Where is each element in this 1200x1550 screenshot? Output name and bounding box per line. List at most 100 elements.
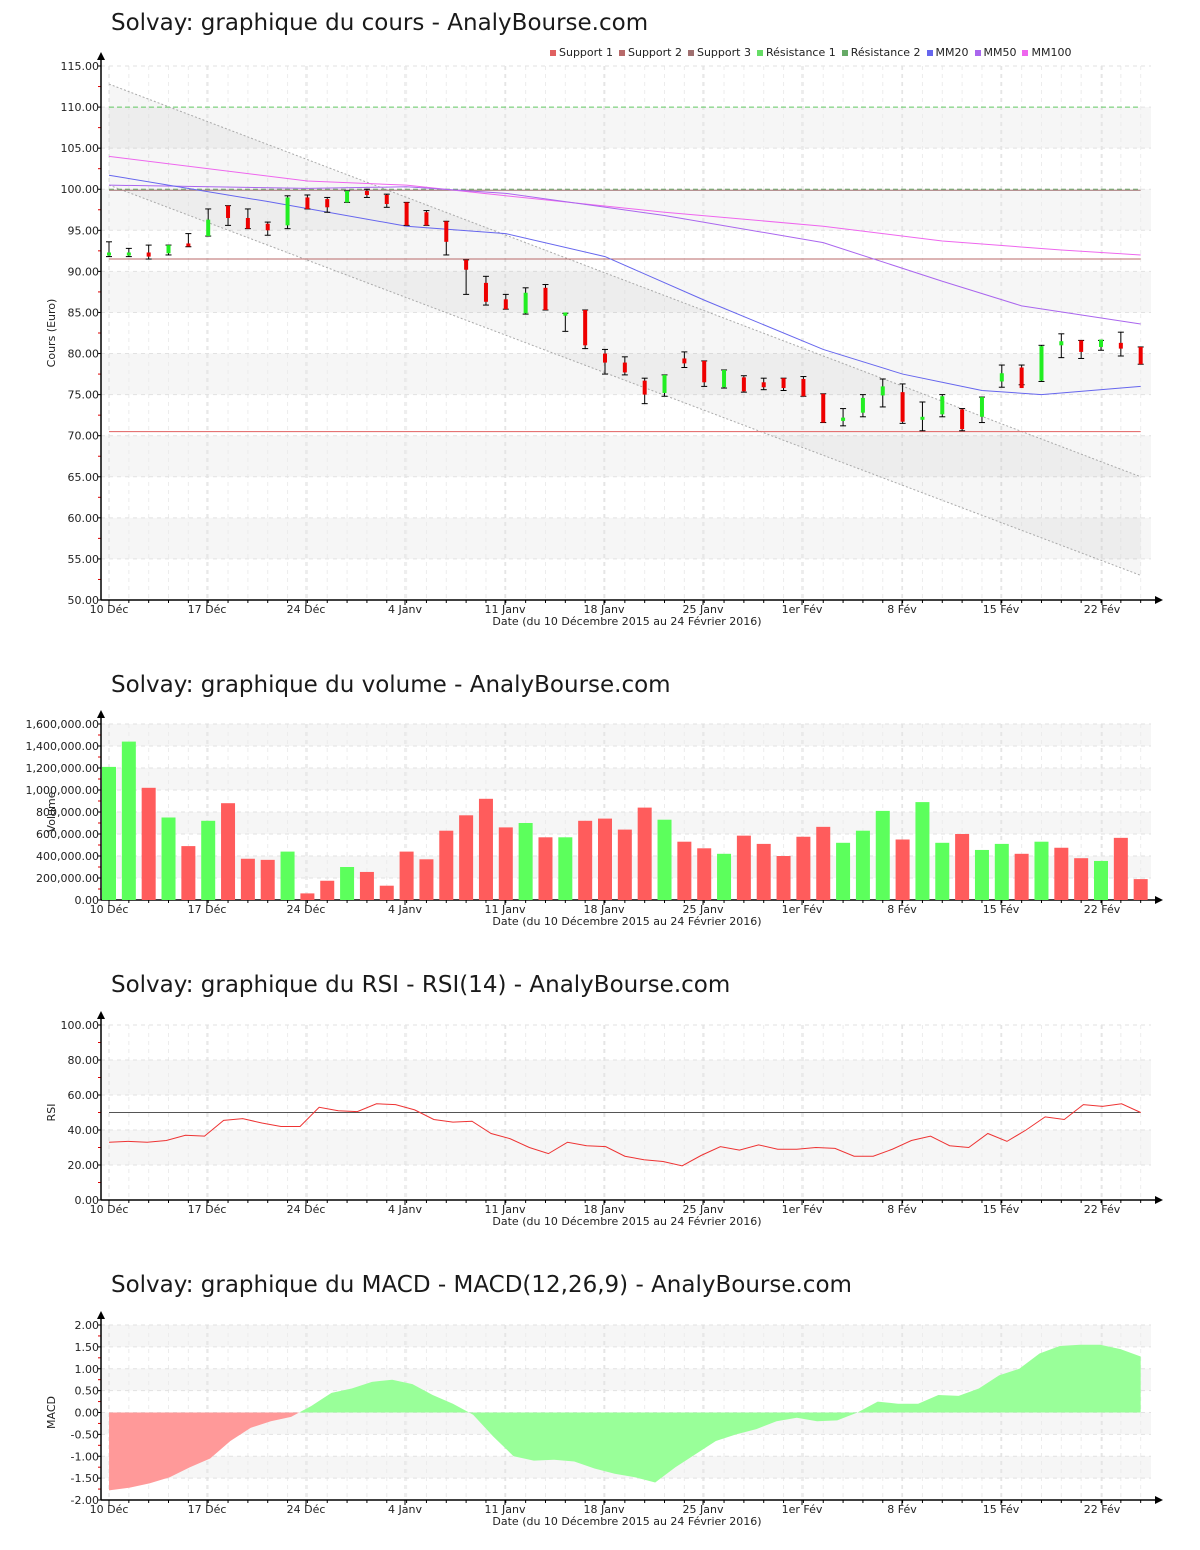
- candle-body: [979, 397, 984, 417]
- volume-bar: [756, 843, 771, 900]
- candlestick: [820, 393, 827, 424]
- x-tick-label: 24 Déc: [287, 603, 326, 616]
- x-tick-label: 17 Déc: [188, 1503, 227, 1516]
- legend-label: Support 3: [696, 46, 751, 59]
- volume-bar: [359, 871, 374, 900]
- candle-body: [146, 252, 151, 257]
- macd-chart: -2.00 -1.50 -1.00 -0.50 0.00 0.50 1.00 1.50 2.00…: [45, 1311, 1163, 1528]
- candle-body: [1138, 346, 1143, 365]
- candlestick: [780, 377, 787, 392]
- volume-bar: [617, 829, 632, 900]
- candlestick: [582, 309, 589, 350]
- candle-body: [345, 190, 350, 203]
- candle-body: [860, 397, 865, 413]
- x-tick-label: 15 Fév: [983, 603, 1020, 616]
- legend-item: Résistance 2: [841, 46, 921, 59]
- volume-bar: [657, 819, 672, 900]
- volume-bar: [399, 851, 414, 900]
- volume-bar: [240, 858, 255, 900]
- candle-body: [622, 362, 627, 373]
- candlestick: [284, 195, 291, 230]
- candle-body: [364, 190, 369, 195]
- volume-bar: [994, 843, 1009, 900]
- y-tick-label: 115.00: [61, 60, 100, 73]
- candle-body: [920, 416, 925, 420]
- x-tick-label: 8 Fév: [887, 1203, 917, 1216]
- candle-body: [107, 252, 111, 256]
- volume-bar: [221, 803, 236, 900]
- y-tick-label: 50.00: [68, 594, 100, 607]
- candle-body: [444, 221, 449, 242]
- x-tick-label: 4 Janv: [388, 1503, 422, 1516]
- candle-body: [1039, 346, 1044, 381]
- x-tick-label: 8 Fév: [887, 1503, 917, 1516]
- candlestick: [562, 312, 569, 332]
- candlestick: [244, 208, 251, 230]
- candlestick: [482, 275, 489, 306]
- candlestick: [919, 401, 926, 432]
- candle-body: [603, 353, 607, 363]
- volume-bar: [816, 826, 831, 900]
- legend-label: Résistance 1: [765, 46, 836, 59]
- candlestick: [879, 378, 886, 408]
- x-tick-label: 4 Janv: [388, 1203, 422, 1216]
- candle-body: [801, 379, 806, 397]
- y-tick-label: 80.00: [68, 1054, 100, 1067]
- legend-item: MM100: [1022, 46, 1071, 59]
- y-tick-label: -2.00: [71, 1494, 99, 1507]
- y-tick-label: 20.00: [68, 1159, 100, 1172]
- legend-swatch-icon: [974, 49, 981, 56]
- candle-body: [1079, 340, 1084, 352]
- legend-label: Support 1: [559, 46, 613, 59]
- candlestick: [463, 259, 470, 295]
- volume-bar: [419, 859, 434, 900]
- y-tick-label: -0.50: [71, 1428, 99, 1441]
- legend-label: Support 2: [627, 46, 682, 59]
- candlestick: [1018, 364, 1025, 389]
- volume-bar: [717, 853, 732, 900]
- x-tick-label: 1er Fév: [782, 903, 823, 916]
- legend-item: Support 2: [618, 46, 682, 59]
- candlestick: [939, 394, 946, 418]
- candle-body: [741, 377, 746, 392]
- y-axis-label: Volume: [45, 791, 58, 832]
- volume-bar: [796, 836, 811, 900]
- candlestick: [1117, 331, 1124, 357]
- candle-body: [404, 202, 409, 226]
- x-tick-label: 10 Déc: [90, 1503, 129, 1516]
- x-tick-label: 15 Fév: [983, 1503, 1020, 1516]
- candlestick: [125, 247, 132, 258]
- grid-band: [101, 517, 1151, 559]
- x-tick-label: 22 Fév: [1084, 1203, 1121, 1216]
- legend-item: Support 3: [687, 46, 751, 59]
- y-axis-label: RSI: [45, 1104, 58, 1122]
- x-tick-label: 10 Déc: [90, 1203, 129, 1216]
- candle-body: [1019, 367, 1024, 389]
- candlestick: [106, 241, 112, 258]
- x-axis-arrow-icon: [1155, 596, 1163, 604]
- y-tick-label: 70.00: [68, 430, 100, 443]
- candle-body: [186, 243, 191, 247]
- x-tick-label: 4 Janv: [388, 603, 422, 616]
- volume-bar: [955, 834, 970, 900]
- candle-body: [1059, 341, 1064, 346]
- volume-bar: [677, 841, 692, 900]
- y-tick-label: 40.00: [68, 1124, 100, 1137]
- volume-bar: [340, 867, 355, 900]
- y-tick-label: 1,400,000.00: [26, 740, 99, 753]
- y-tick-label: 0.00: [75, 1407, 100, 1420]
- volume-bar: [1133, 879, 1148, 900]
- candle-body: [821, 393, 826, 423]
- x-tick-label: 1er Fév: [782, 1503, 823, 1516]
- grid-band: [101, 435, 1151, 477]
- y-tick-label: 200,000.00: [36, 872, 99, 885]
- candle-body: [702, 360, 707, 383]
- x-tick-label: 18 Janv: [584, 603, 625, 616]
- volume-bar: [915, 802, 930, 900]
- volume-bar: [935, 842, 950, 900]
- y-tick-label: 60.00: [68, 1089, 100, 1102]
- legend-label: MM20: [935, 46, 969, 59]
- candlestick: [205, 208, 212, 237]
- candlestick: [383, 193, 390, 208]
- candle-body: [464, 259, 469, 270]
